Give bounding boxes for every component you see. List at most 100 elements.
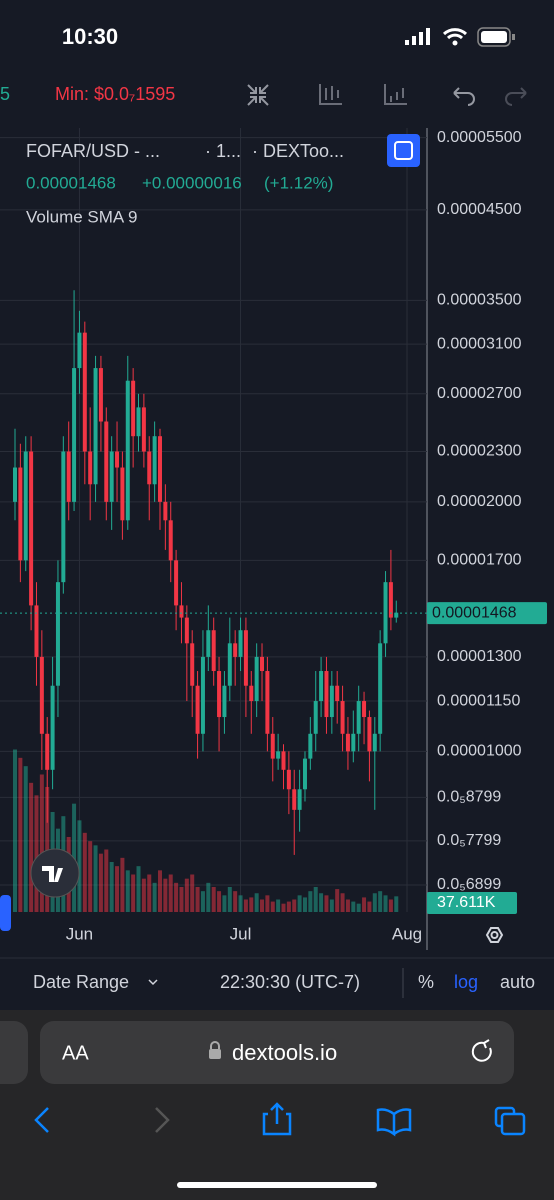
candle-body — [109, 451, 114, 502]
settings-icon[interactable] — [485, 927, 504, 943]
volume-bar — [313, 887, 318, 912]
volume-bar — [29, 782, 34, 912]
volume-bar — [98, 853, 103, 912]
candle-body — [66, 451, 71, 502]
reader-button[interactable]: AA — [62, 1042, 89, 1064]
y-tick-label: 0.00001700 — [437, 552, 522, 569]
y-tick-label: 0.00004500 — [437, 201, 522, 218]
candle-body — [324, 671, 329, 718]
candle-body — [163, 501, 168, 521]
auto-toggle[interactable]: auto — [500, 972, 535, 992]
volume-bar — [109, 862, 114, 912]
y-tick-label: 0.00005500 — [437, 129, 522, 146]
candle-body — [329, 685, 334, 718]
x-tick-label: Aug — [392, 924, 422, 943]
volume-bar — [302, 897, 307, 912]
candle-body — [367, 717, 372, 752]
candle-body — [98, 368, 103, 422]
candle-body — [88, 451, 93, 485]
date-range[interactable]: Date Range — [33, 972, 129, 992]
y-tick-label: 0.00002300 — [437, 443, 522, 460]
candle-body — [206, 630, 211, 657]
candle-body — [120, 467, 125, 521]
y-tick-label: 0.00003100 — [437, 335, 522, 352]
candle-body — [249, 685, 254, 702]
candle-body — [190, 643, 195, 686]
volume-bar — [217, 891, 222, 912]
settings-icon-center — [490, 931, 499, 939]
fullscreen-button[interactable] — [387, 134, 420, 167]
percent-toggle[interactable]: % — [418, 972, 434, 992]
volume-bar — [168, 874, 173, 912]
candle-body — [335, 685, 340, 702]
legend-price: 0.00001468 — [26, 173, 116, 192]
candle-body — [302, 758, 307, 790]
volume-bar — [195, 887, 200, 912]
volume-bar — [249, 897, 254, 912]
last-price-label: 0.00001468 — [432, 604, 517, 621]
volume-bar — [82, 832, 87, 912]
log-toggle[interactable]: log — [454, 972, 478, 992]
candle-body — [227, 643, 232, 686]
candle-body — [200, 656, 205, 734]
candle-body — [281, 751, 286, 770]
volume-bar — [152, 882, 157, 912]
toolbar-icons[interactable] — [247, 84, 527, 106]
volume-bar — [206, 882, 211, 912]
volume-bar — [131, 874, 136, 912]
y-tick-label: 0.00001150 — [437, 692, 520, 709]
volume-bar — [77, 820, 82, 912]
y-tick-label: 0.00002700 — [437, 385, 522, 402]
prev-tab[interactable] — [0, 1021, 28, 1084]
status-icons — [405, 27, 515, 47]
url-field[interactable] — [40, 1021, 514, 1084]
candle-body — [50, 685, 55, 770]
volume-bar — [120, 857, 125, 912]
candle-body — [23, 451, 28, 561]
candle-body — [265, 671, 270, 734]
volume-bar — [141, 878, 146, 912]
x-tick-label: Jul — [230, 924, 252, 943]
side-tab[interactable] — [0, 895, 11, 931]
volume-bar — [319, 893, 324, 912]
plot: Jun Jul Aug 0.00005500 0.00004500 0.00003500 0… — [0, 128, 522, 943]
volume-bar — [184, 878, 189, 912]
reload[interactable] — [471, 1039, 492, 1062]
volume-bar — [93, 845, 98, 912]
chevron — [148, 979, 158, 986]
y-tick-label: 0.00002000 — [437, 493, 522, 510]
last-price-tag — [427, 602, 547, 625]
candle-body — [292, 789, 297, 810]
tv-logo[interactable] — [30, 848, 80, 898]
volume-bar — [233, 891, 238, 912]
legend-change-pct: (+1.12%) — [264, 173, 333, 192]
volume-bar — [297, 895, 302, 912]
volume-bar — [125, 870, 130, 912]
candle-body — [356, 701, 361, 734]
candle-body — [45, 733, 50, 770]
volume-bar — [270, 901, 275, 912]
y-tick-label: 0.00003500 — [437, 292, 522, 309]
volume-bar — [351, 901, 356, 912]
volume-bar — [388, 899, 393, 912]
lock-icon — [209, 1049, 221, 1059]
candle-body — [93, 368, 98, 485]
volume-bar — [324, 895, 329, 912]
volume-bar — [254, 893, 259, 912]
volume-bar — [308, 891, 313, 912]
candle-body — [152, 436, 157, 485]
candle-body — [388, 582, 393, 618]
volume-bar — [335, 889, 340, 912]
candle-body — [141, 407, 146, 452]
candle-body — [243, 630, 248, 686]
volume-bar — [190, 874, 195, 912]
volume-bar — [383, 895, 388, 912]
candle-body — [82, 332, 87, 452]
volume-bar — [340, 893, 345, 912]
lock-shackle — [210, 1041, 220, 1049]
volume-bar — [45, 787, 50, 912]
candle-body — [222, 685, 227, 718]
candle-body — [233, 643, 238, 657]
candle-body — [184, 617, 189, 644]
browser-nav[interactable] — [34, 1102, 526, 1137]
